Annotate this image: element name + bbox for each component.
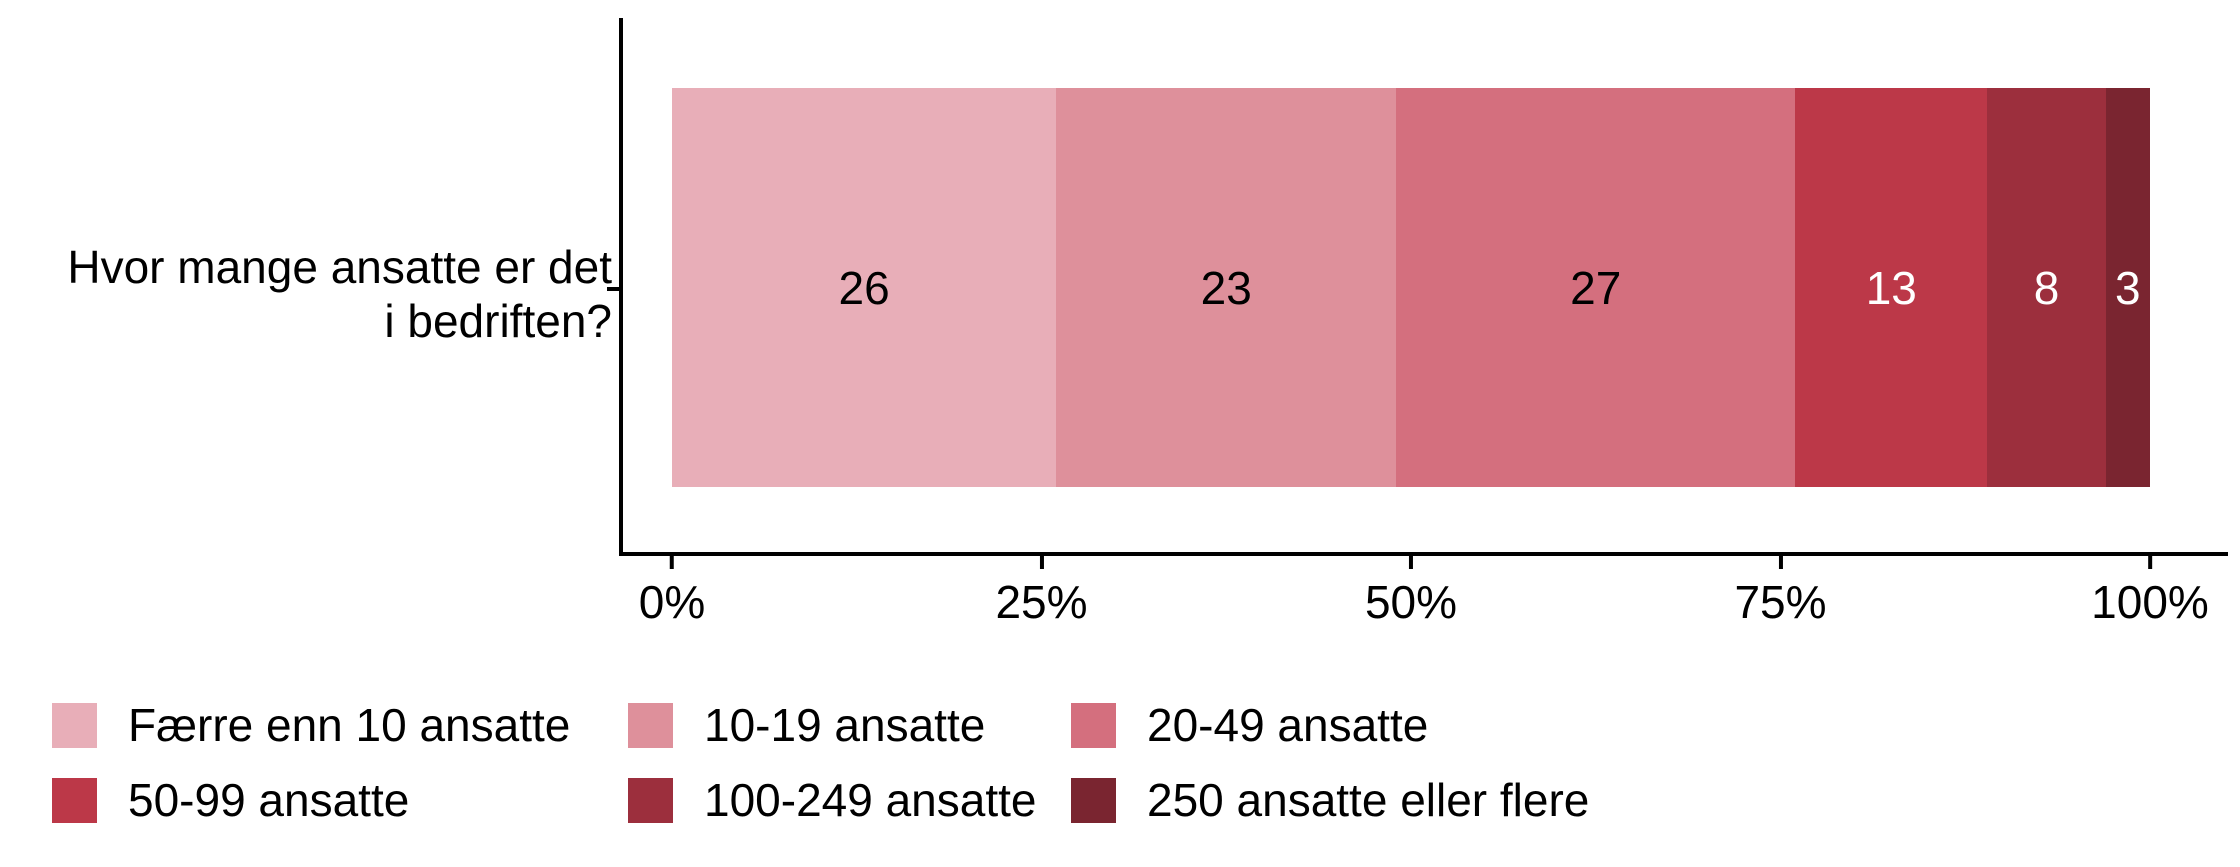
segment-value-label: 26: [838, 261, 890, 314]
y-axis-line: [619, 18, 623, 556]
legend-item: Færre enn 10 ansatte: [52, 698, 570, 752]
legend-label: Færre enn 10 ansatte: [128, 699, 571, 751]
legend-label: 10-19 ansatte: [704, 699, 986, 751]
legend-item: 250 ansatte eller flere: [1071, 773, 1589, 827]
legend-label: 20-49 ansatte: [1147, 699, 1429, 751]
x-axis-tick-label: 50%: [1364, 576, 1458, 628]
x-axis-tick-label: 25%: [995, 576, 1088, 628]
legend-item: 10-19 ansatte: [628, 698, 985, 752]
x-axis-tick: 100%: [2091, 556, 2209, 629]
stacked-bar: 26 23 27 13 8 3: [672, 88, 2150, 487]
bar-segment: 26: [672, 88, 1057, 487]
legend-swatch: [628, 702, 673, 748]
segment-value-label: 8: [2033, 261, 2060, 314]
y-axis-label-line-1: Hvor mange ansatte er det: [67, 241, 612, 293]
x-axis-line: [619, 552, 2228, 556]
segment-value-label: 27: [1570, 261, 1622, 314]
x-axis-tick-label: 100%: [2091, 576, 2209, 628]
x-axis-tick: 50%: [1365, 556, 1457, 629]
segment-value-label: 13: [1865, 261, 1917, 314]
bar-segment: 3: [2105, 88, 2150, 487]
x-axis-tick: 75%: [1734, 556, 1827, 629]
x-axis: 0% 25% 50% 75% 100%: [639, 556, 2209, 636]
legend-item: 100-249 ansatte: [628, 773, 1037, 827]
x-axis-tick-mark: [669, 556, 674, 569]
legend-item: 50-99 ansatte: [52, 773, 409, 827]
legend-swatch: [628, 777, 673, 823]
segment-value-label: 23: [1200, 261, 1252, 314]
x-axis-tick-mark: [2148, 556, 2152, 569]
y-axis-category-label: Hvor mange ansatte er det i bedriften?: [0, 240, 612, 348]
legend-swatch: [1071, 702, 1116, 748]
bar-segment: 23: [1056, 88, 1397, 487]
bar-segment: 13: [1795, 88, 1988, 487]
legend-label: 100-249 ansatte: [704, 774, 1037, 826]
x-axis-tick-mark: [1408, 556, 1413, 569]
x-axis-tick: 0%: [639, 556, 705, 629]
legend-item: 20-49 ansatte: [1071, 698, 1428, 752]
x-axis-tick-label: 75%: [1734, 576, 1827, 628]
legend-label: 50-99 ansatte: [128, 774, 410, 826]
y-axis-tick-mark: [607, 287, 619, 291]
segment-value-label: 3: [2114, 261, 2141, 314]
x-axis-tick-label: 0%: [638, 576, 706, 628]
legend-swatch: [52, 702, 97, 748]
y-axis-label-line-2: i bedriften?: [384, 295, 612, 347]
legend-swatch: [1071, 777, 1116, 823]
x-axis-tick: 25%: [995, 556, 1088, 629]
bar-segment: 8: [1987, 88, 2106, 487]
legend-label: 250 ansatte eller flere: [1147, 774, 1590, 826]
x-axis-tick-mark: [1778, 556, 1783, 569]
x-axis-tick-mark: [1039, 556, 1044, 569]
legend-swatch: [52, 777, 97, 823]
bar-segment: 27: [1396, 88, 1796, 487]
